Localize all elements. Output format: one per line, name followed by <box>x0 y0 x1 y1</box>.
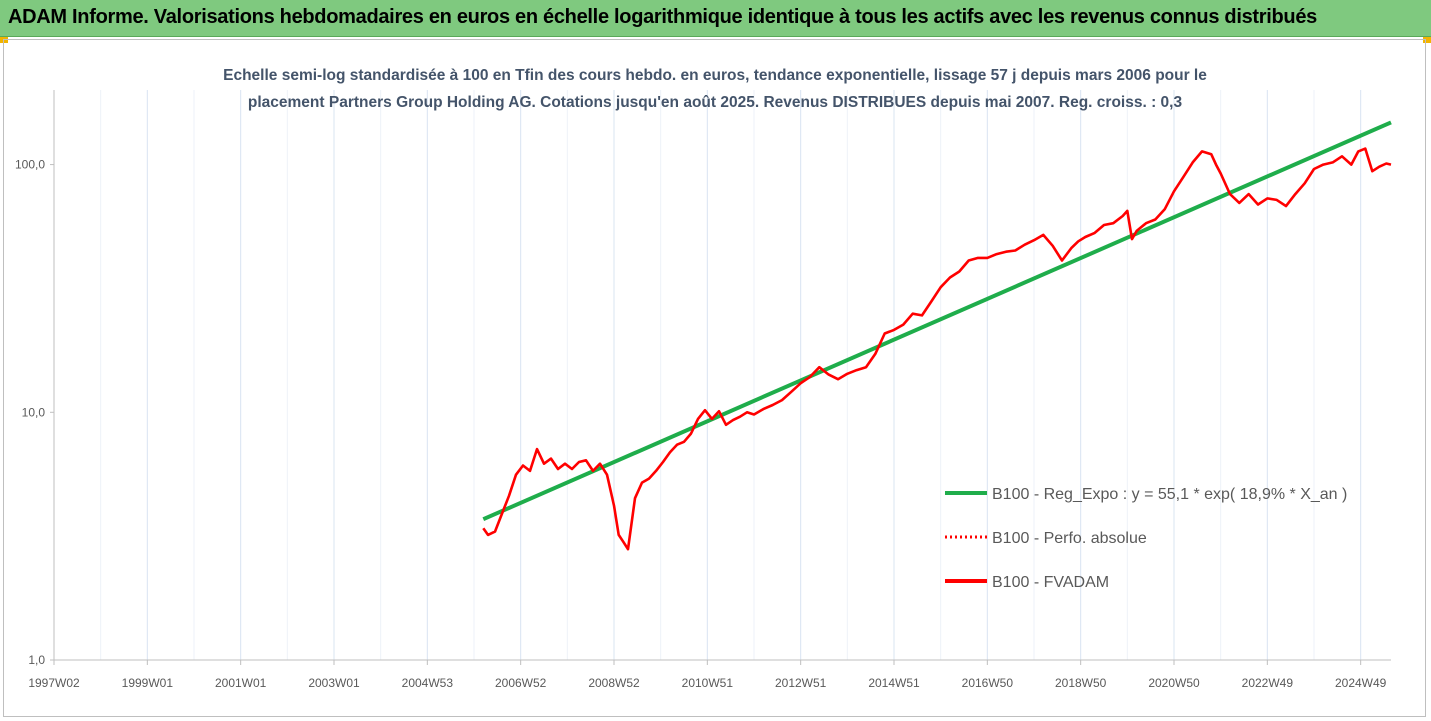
x-tick-label: 2018W50 <box>1055 676 1107 690</box>
x-tick-label: 2004W53 <box>402 676 454 690</box>
x-tick-label: 1999W01 <box>122 676 174 690</box>
x-tick-label: 2022W49 <box>1242 676 1294 690</box>
legend-item-fvadam: B100 - FVADAM <box>945 574 1109 591</box>
y-axis-ticks: 1,0 10,0 100,0 <box>15 158 54 667</box>
y-tick-label: 100,0 <box>15 158 45 172</box>
legend-item-regression: B100 - Reg_Expo : y = 55,1 * exp( 18,9% … <box>945 486 1347 503</box>
x-tick-label: 1997W02 <box>28 676 80 690</box>
x-axis-ticks: 1997W02 1999W01 2001W01 2003W01 2004W53 2006W… <box>28 660 1387 690</box>
x-tick-label: 2016W50 <box>962 676 1014 690</box>
x-tick-label: 2003W01 <box>308 676 360 690</box>
legend-label-perfo-absolue: B100 - Perfo. absolue <box>992 530 1147 547</box>
legend: B100 - Reg_Expo : y = 55,1 * exp( 18,9% … <box>945 486 1347 591</box>
legend-label-fvadam: B100 - FVADAM <box>992 574 1109 591</box>
x-tick-label: 2010W51 <box>682 676 734 690</box>
legend-item-perfo-absolue: B100 - Perfo. absolue <box>945 530 1147 547</box>
y-tick-label: 10,0 <box>22 405 46 419</box>
series-regression-line <box>482 120 1392 522</box>
x-tick-label: 2001W01 <box>215 676 267 690</box>
x-tick-label: 2014W51 <box>868 676 920 690</box>
series-fvadam-line <box>482 147 1392 551</box>
corner-mark-left <box>0 37 8 43</box>
chart-subtitle-line-1: Echelle semi-log standardisée à 100 en T… <box>223 67 1207 84</box>
x-tick-label: 2024W49 <box>1335 676 1387 690</box>
page-title: ADAM Informe. Valorisations hebdomadaire… <box>8 6 1317 28</box>
series-layer <box>482 120 1392 551</box>
x-tick-label: 2020W50 <box>1148 676 1200 690</box>
corner-mark-right <box>1423 37 1431 43</box>
x-tick-label: 2008W52 <box>588 676 640 690</box>
chart-svg: Echelle semi-log standardisée à 100 en T… <box>15 67 1392 690</box>
chart-subtitle-line-2: placement Partners Group Holding AG. Cot… <box>248 94 1183 111</box>
gridlines <box>53 90 1362 660</box>
chart-area: Echelle semi-log standardisée à 100 en T… <box>3 39 1426 717</box>
x-tick-label: 2012W51 <box>775 676 827 690</box>
x-tick-label: 2006W52 <box>495 676 547 690</box>
legend-label-regression: B100 - Reg_Expo : y = 55,1 * exp( 18,9% … <box>992 486 1347 503</box>
y-tick-label: 1,0 <box>28 653 45 667</box>
header-banner: ADAM Informe. Valorisations hebdomadaire… <box>0 0 1431 37</box>
